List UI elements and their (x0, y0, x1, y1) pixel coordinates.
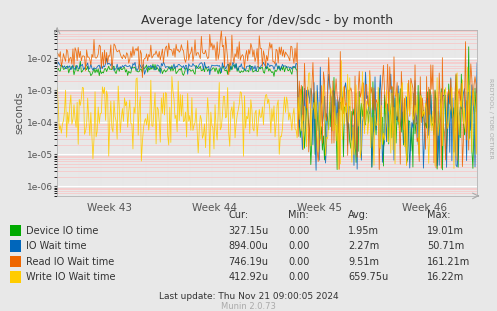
Text: Max:: Max: (427, 210, 451, 220)
Text: 0.00: 0.00 (288, 226, 310, 236)
Title: Average latency for /dev/sdc - by month: Average latency for /dev/sdc - by month (141, 14, 393, 27)
Text: 327.15u: 327.15u (229, 226, 269, 236)
Text: 0.00: 0.00 (288, 257, 310, 267)
Text: 19.01m: 19.01m (427, 226, 464, 236)
Text: Week 45: Week 45 (297, 202, 342, 213)
Text: Device IO time: Device IO time (26, 226, 98, 236)
Text: Read IO Wait time: Read IO Wait time (26, 257, 114, 267)
Text: 50.71m: 50.71m (427, 241, 465, 251)
Text: IO Wait time: IO Wait time (26, 241, 86, 251)
Text: 9.51m: 9.51m (348, 257, 379, 267)
Text: 1.95m: 1.95m (348, 226, 379, 236)
Y-axis label: seconds: seconds (14, 91, 24, 134)
Text: 894.00u: 894.00u (229, 241, 268, 251)
Text: Last update: Thu Nov 21 09:00:05 2024: Last update: Thu Nov 21 09:00:05 2024 (159, 292, 338, 301)
Text: 659.75u: 659.75u (348, 272, 388, 282)
Text: Cur:: Cur: (229, 210, 248, 220)
Text: Write IO Wait time: Write IO Wait time (26, 272, 115, 282)
Text: Min:: Min: (288, 210, 309, 220)
Text: 746.19u: 746.19u (229, 257, 268, 267)
Text: Week 46: Week 46 (402, 202, 447, 213)
Text: 16.22m: 16.22m (427, 272, 465, 282)
Text: 2.27m: 2.27m (348, 241, 379, 251)
Text: 0.00: 0.00 (288, 272, 310, 282)
Text: Munin 2.0.73: Munin 2.0.73 (221, 302, 276, 311)
Text: Week 43: Week 43 (87, 202, 132, 213)
Text: Week 44: Week 44 (192, 202, 237, 213)
Text: 412.92u: 412.92u (229, 272, 269, 282)
Text: 161.21m: 161.21m (427, 257, 471, 267)
Text: 0.00: 0.00 (288, 241, 310, 251)
Text: Avg:: Avg: (348, 210, 369, 220)
Text: RRDTOOL / TOBI OETIKER: RRDTOOL / TOBI OETIKER (489, 78, 494, 159)
